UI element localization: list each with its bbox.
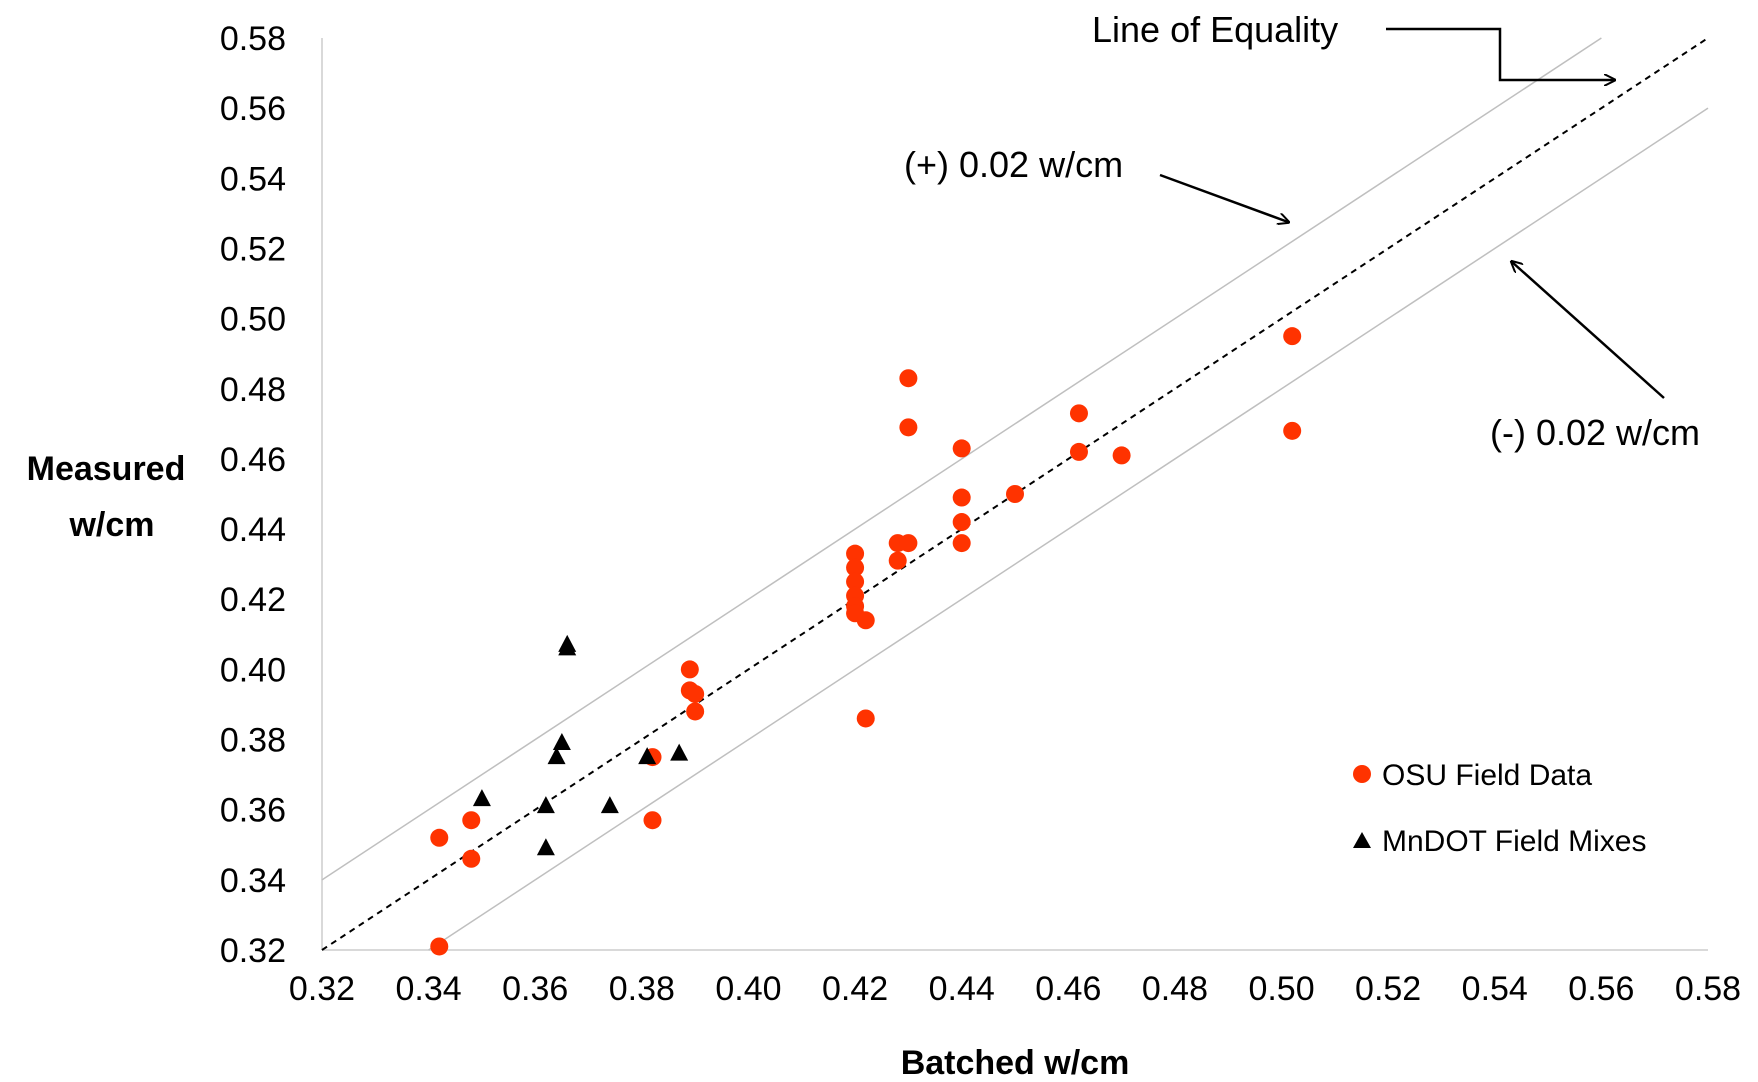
osu-data-point	[846, 558, 865, 577]
x-axis-title: Batched w/cm	[901, 1044, 1130, 1082]
x-tick-label: 0.42	[822, 970, 888, 1008]
x-tick-label: 0.40	[715, 970, 781, 1008]
osu-data-point	[846, 572, 865, 591]
annotation-plus-002: (+) 0.02 w/cm	[904, 144, 1123, 185]
arrow-plus-002	[1159, 173, 1288, 222]
osu-data-point	[1283, 421, 1302, 440]
x-tick-label: 0.36	[502, 970, 568, 1008]
x-tick-label: 0.34	[396, 970, 462, 1008]
y-tick-label: 0.36	[220, 792, 286, 830]
y-tick-label: 0.50	[220, 301, 286, 339]
x-tick-label: 0.56	[1568, 970, 1634, 1008]
legend-mndot-label: MnDOT Field Mixes	[1382, 825, 1647, 858]
osu-data-point	[1069, 442, 1088, 461]
osu-data-point	[1069, 404, 1088, 423]
reference-line-2	[428, 107, 1709, 951]
mndot-data-point	[547, 747, 566, 765]
osu-data-point	[680, 660, 699, 679]
x-tick-label: 0.52	[1355, 970, 1421, 1008]
osu-data-point	[952, 513, 971, 532]
y-tick-label: 0.32	[220, 932, 286, 970]
osu-data-point	[430, 828, 449, 847]
mndot-data-point	[638, 747, 657, 765]
legend-osu-marker	[1353, 765, 1371, 783]
x-tick-label: 0.38	[609, 970, 675, 1008]
annotations: Line of Equality (+) 0.02 w/cm (-) 0.02 …	[904, 9, 1700, 453]
mndot-data-point	[558, 638, 577, 656]
mndot-field-mixes-points	[472, 634, 689, 856]
mndot-data-point	[472, 789, 491, 807]
osu-data-point	[899, 369, 918, 388]
y-tick-label: 0.52	[220, 230, 286, 268]
legend-osu-label: OSU Field Data	[1382, 759, 1592, 792]
osu-data-point	[1283, 327, 1302, 346]
osu-data-point	[952, 488, 971, 507]
x-tick-label: 0.48	[1142, 970, 1208, 1008]
osu-data-point	[899, 418, 918, 437]
mndot-data-point	[600, 796, 619, 814]
x-tick-label: 0.54	[1462, 970, 1528, 1008]
osu-data-point	[686, 684, 705, 703]
osu-data-point	[1006, 485, 1024, 503]
legend: OSU Field Data MnDOT Field Mixes	[1353, 759, 1647, 858]
y-axis-title-line2: w/cm	[68, 506, 154, 544]
x-tick-label: 0.44	[929, 970, 995, 1008]
osu-data-point	[952, 534, 971, 553]
y-axis-title-line1: Measured	[27, 450, 186, 488]
y-tick-label: 0.54	[220, 160, 286, 198]
mndot-data-point	[536, 838, 555, 856]
y-tick-label: 0.44	[220, 511, 286, 549]
mndot-data-point	[536, 796, 555, 814]
osu-data-point	[899, 534, 918, 553]
osu-data-point	[643, 811, 662, 830]
osu-field-data-points	[430, 327, 1302, 956]
mndot-data-point	[552, 733, 571, 751]
arrow-minus-002	[1512, 262, 1665, 399]
annotation-minus-002: (-) 0.02 w/cm	[1490, 412, 1700, 453]
y-tick-label: 0.34	[220, 862, 286, 900]
y-tick-labels: 0.32 0.34 0.36 0.38 0.40 0.42 0.44 0.46 0.48 0.50…	[220, 20, 286, 970]
osu-data-point	[1112, 446, 1131, 465]
annotation-line-of-equality: Line of Equality	[1092, 9, 1338, 50]
y-tick-label: 0.42	[220, 581, 286, 619]
osu-data-point	[430, 937, 449, 956]
osu-data-point	[846, 544, 865, 563]
x-tick-label: 0.58	[1675, 970, 1741, 1008]
y-tick-label: 0.58	[220, 20, 286, 58]
reference-line-1	[321, 37, 1602, 881]
y-tick-label: 0.46	[220, 441, 286, 479]
y-tick-label: 0.48	[220, 371, 286, 409]
osu-data-point	[856, 709, 875, 728]
legend-mndot-marker	[1353, 832, 1371, 848]
x-tick-label: 0.50	[1248, 970, 1314, 1008]
y-tick-label: 0.40	[220, 651, 286, 689]
osu-data-point	[888, 551, 907, 570]
arrow-line-of-equality	[1386, 27, 1614, 80]
osu-data-point	[856, 611, 875, 630]
y-tick-label: 0.38	[220, 722, 286, 760]
plot-area	[321, 38, 1708, 951]
osu-data-point	[686, 702, 705, 721]
mndot-data-point	[670, 743, 689, 761]
x-tick-labels: 0.32 0.34 0.36 0.38 0.40 0.42 0.44 0.46 0.48 0.50…	[289, 970, 1741, 1008]
osu-data-point	[462, 811, 481, 830]
y-tick-label: 0.56	[220, 90, 286, 128]
x-tick-label: 0.32	[289, 970, 355, 1008]
osu-data-point	[952, 439, 971, 458]
x-tick-label: 0.46	[1035, 970, 1101, 1008]
osu-data-point	[462, 849, 481, 868]
